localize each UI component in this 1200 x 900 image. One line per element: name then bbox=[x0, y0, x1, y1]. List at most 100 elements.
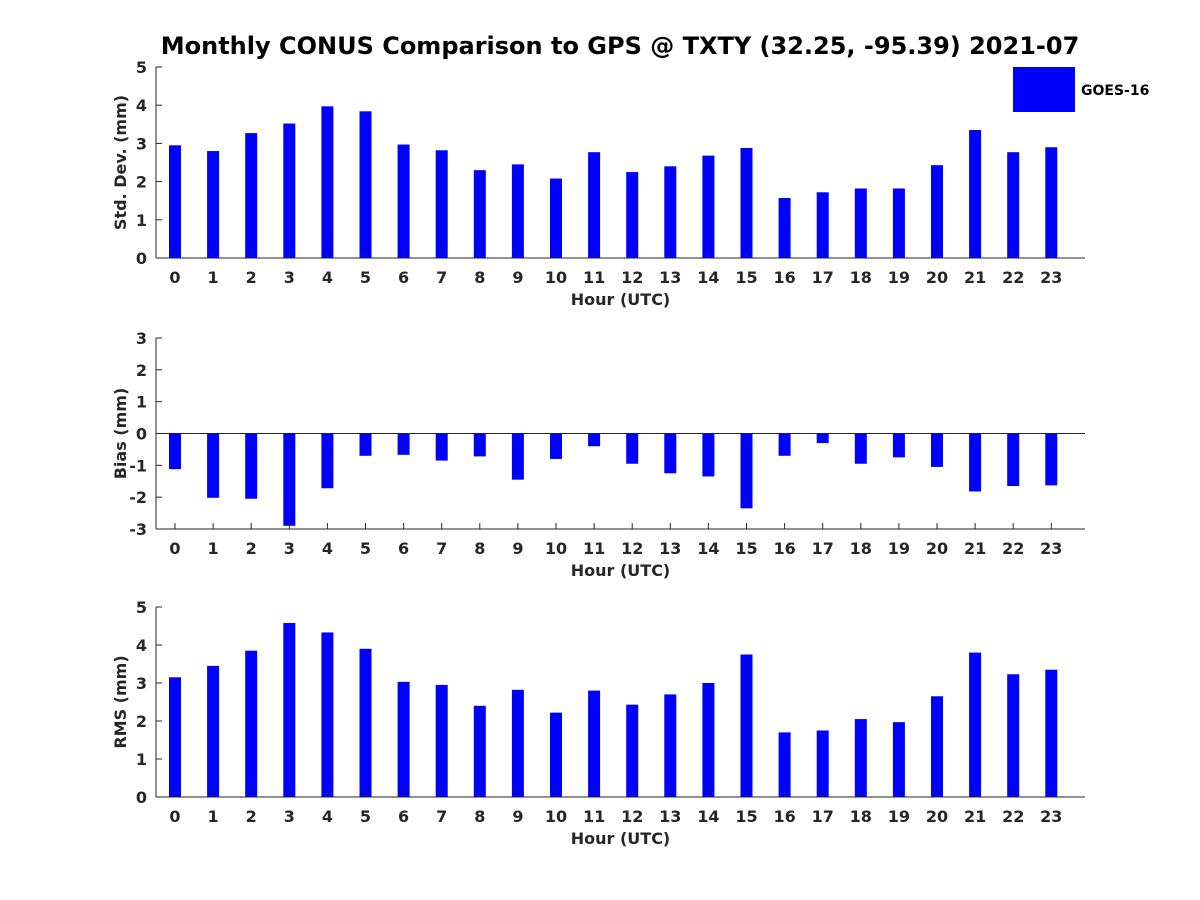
bar-hour-14 bbox=[702, 683, 715, 797]
bar-hour-17 bbox=[816, 192, 829, 258]
bar-hour-10 bbox=[550, 433, 562, 459]
x-tick-label: 6 bbox=[398, 268, 409, 287]
x-tick-label: 8 bbox=[474, 539, 485, 558]
bar-hour-0 bbox=[169, 145, 181, 258]
y-axis-label: Bias (mm) bbox=[111, 388, 130, 480]
bar-hour-7 bbox=[435, 150, 448, 258]
y-tick-label: 5 bbox=[136, 58, 147, 77]
x-tick-label: 15 bbox=[735, 268, 757, 287]
x-tick-label: 11 bbox=[583, 807, 605, 826]
bar-hour-18 bbox=[854, 188, 867, 258]
x-tick-label: 20 bbox=[926, 539, 948, 558]
x-tick-label: 15 bbox=[735, 539, 757, 558]
bar-hour-4 bbox=[321, 433, 334, 489]
x-tick-label: 19 bbox=[888, 807, 910, 826]
x-tick-label: 7 bbox=[436, 807, 447, 826]
x-tick-label: 7 bbox=[436, 539, 447, 558]
bar-hour-22 bbox=[1007, 433, 1020, 487]
x-tick-label: 18 bbox=[850, 807, 872, 826]
x-tick-label: 14 bbox=[697, 268, 719, 287]
bar-hour-15 bbox=[740, 654, 753, 797]
y-tick-label: -2 bbox=[129, 488, 147, 507]
bar-hour-11 bbox=[588, 152, 601, 258]
bar-hour-16 bbox=[778, 198, 791, 258]
x-tick-label: 19 bbox=[888, 268, 910, 287]
bar-hour-1 bbox=[207, 665, 220, 797]
bar-hour-18 bbox=[854, 433, 867, 464]
x-tick-label: 20 bbox=[926, 268, 948, 287]
x-tick-label: 10 bbox=[545, 539, 567, 558]
bar-hour-3 bbox=[283, 123, 296, 258]
bar-hour-13 bbox=[664, 433, 677, 474]
x-tick-label: 6 bbox=[398, 539, 409, 558]
bar-hour-3 bbox=[283, 433, 296, 526]
x-tick-label: 3 bbox=[284, 807, 295, 826]
x-tick-label: 15 bbox=[735, 807, 757, 826]
bar-hour-1 bbox=[207, 433, 220, 498]
bar-hour-9 bbox=[511, 164, 524, 258]
x-tick-label: 10 bbox=[545, 807, 567, 826]
x-tick-label: 5 bbox=[360, 807, 371, 826]
x-tick-label: 1 bbox=[208, 807, 219, 826]
bar-hour-9 bbox=[511, 689, 524, 797]
x-tick-label: 1 bbox=[208, 268, 219, 287]
figure-title: Monthly CONUS Comparison to GPS @ TXTY (… bbox=[161, 32, 1080, 60]
x-tick-label: 2 bbox=[246, 539, 257, 558]
bar-hour-19 bbox=[892, 722, 905, 797]
bar-hour-12 bbox=[626, 433, 639, 464]
bar-hour-6 bbox=[397, 681, 410, 797]
bar-hour-16 bbox=[778, 433, 791, 456]
y-tick-label: 2 bbox=[136, 712, 147, 731]
y-tick-label: 1 bbox=[136, 750, 147, 769]
bar-hour-2 bbox=[245, 133, 258, 258]
bar-hour-1 bbox=[207, 151, 220, 258]
x-tick-label: 1 bbox=[208, 539, 219, 558]
bar-hour-11 bbox=[588, 690, 601, 797]
y-tick-label: 0 bbox=[136, 425, 147, 444]
x-tick-label: 17 bbox=[812, 268, 834, 287]
x-tick-label: 16 bbox=[773, 268, 795, 287]
x-tick-label: 18 bbox=[850, 539, 872, 558]
x-tick-label: 23 bbox=[1040, 807, 1062, 826]
x-tick-label: 8 bbox=[474, 807, 485, 826]
y-tick-label: 2 bbox=[136, 173, 147, 192]
bar-hour-17 bbox=[816, 433, 829, 444]
bar-hour-21 bbox=[969, 652, 982, 797]
x-tick-label: 7 bbox=[436, 268, 447, 287]
bar-hour-13 bbox=[664, 166, 677, 258]
x-tick-label: 6 bbox=[398, 807, 409, 826]
bar-hour-23 bbox=[1045, 669, 1058, 797]
bar-hour-11 bbox=[588, 433, 601, 447]
legend-swatch bbox=[1013, 67, 1075, 112]
bar-hour-19 bbox=[892, 188, 905, 258]
legend-label: GOES-16 bbox=[1081, 83, 1149, 99]
x-tick-label: 9 bbox=[512, 268, 523, 287]
x-tick-label: 12 bbox=[621, 539, 643, 558]
bar-hour-3 bbox=[283, 622, 296, 797]
bar-hour-15 bbox=[740, 433, 753, 509]
bar-hour-15 bbox=[740, 147, 753, 258]
bar-hour-6 bbox=[397, 433, 410, 455]
x-tick-label: 22 bbox=[1002, 268, 1024, 287]
bar-hour-6 bbox=[397, 144, 410, 258]
x-tick-label: 11 bbox=[583, 539, 605, 558]
x-axis-label: Hour (UTC) bbox=[571, 290, 671, 309]
x-tick-label: 11 bbox=[583, 268, 605, 287]
x-tick-label: 13 bbox=[659, 268, 681, 287]
bar-hour-5 bbox=[359, 648, 372, 797]
bar-hour-0 bbox=[169, 677, 181, 797]
x-tick-label: 0 bbox=[169, 539, 180, 558]
bar-hour-22 bbox=[1007, 152, 1020, 258]
y-axis-label: RMS (mm) bbox=[111, 655, 130, 748]
bar-hour-5 bbox=[359, 433, 372, 456]
x-tick-label: 8 bbox=[474, 268, 485, 287]
bar-hour-23 bbox=[1045, 147, 1058, 258]
x-tick-label: 10 bbox=[545, 268, 567, 287]
x-tick-label: 9 bbox=[512, 807, 523, 826]
x-tick-label: 5 bbox=[360, 268, 371, 287]
bar-hour-22 bbox=[1007, 674, 1020, 797]
bar-hour-19 bbox=[892, 433, 905, 458]
bar-hour-17 bbox=[816, 730, 829, 797]
